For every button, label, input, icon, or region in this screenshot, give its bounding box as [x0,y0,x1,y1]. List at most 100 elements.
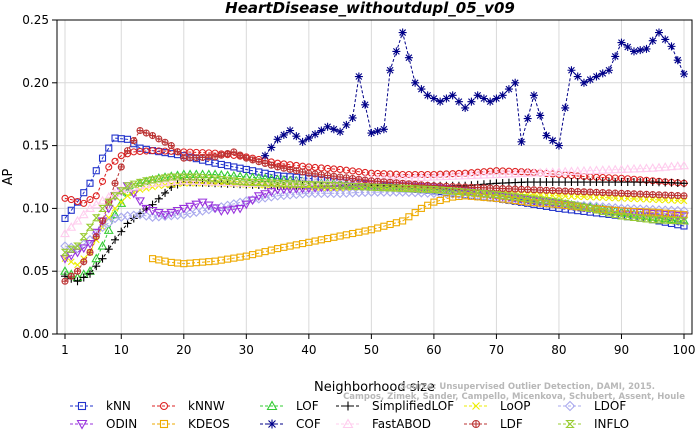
data-point [172,176,183,185]
data-point [174,148,181,155]
data-point [480,184,487,191]
data-point [473,189,482,197]
data-point [573,72,582,81]
data-point [629,213,639,221]
data-point [243,155,250,162]
data-point [362,177,369,184]
data-point [424,182,431,189]
data-point [604,164,614,174]
data-point [97,240,108,250]
data-point [654,210,664,220]
data-point [178,204,189,214]
data-point [287,166,294,173]
data-point [212,153,219,160]
data-point [479,190,489,198]
data-point [93,233,100,240]
data-point [317,181,326,189]
data-point [241,178,252,187]
data-point [674,192,681,199]
data-point [160,211,170,220]
data-point [629,47,638,56]
data-point [103,225,114,234]
data-point [660,216,670,224]
data-point [610,164,621,174]
data-point [561,192,569,200]
data-point [141,204,152,214]
data-point [104,198,114,206]
data-point [373,127,382,136]
data-point [97,222,108,233]
data-point [86,269,95,278]
data-point [498,91,507,100]
data-point [253,192,264,201]
data-point [92,262,101,271]
data-point [116,187,126,195]
chart-title: HeartDisease_withoutdupl_05_v09 [225,0,515,17]
data-point [111,157,119,165]
data-point [674,197,682,205]
data-point [549,192,557,199]
data-point [374,224,382,232]
data-point [411,78,420,87]
data-point [503,168,514,178]
data-point [673,56,682,65]
data-point [486,97,495,106]
data-point [424,201,432,209]
data-point [410,185,420,193]
data-point [423,91,432,100]
data-point [487,185,494,192]
data-point [187,154,194,161]
data-point [262,160,269,167]
data-point [554,198,564,206]
data-point [216,207,227,217]
data-point [91,228,102,238]
data-point [223,176,232,184]
y-tick-label: 0.10 [22,201,49,215]
data-point [367,183,376,191]
data-point [529,91,538,100]
data-point [392,184,401,192]
data-point [523,194,533,202]
y-tick-label: 0.15 [22,139,49,153]
data-point [491,169,502,179]
data-point [516,168,527,178]
data-point [454,188,464,196]
data-point [598,207,608,215]
data-point [193,154,200,161]
data-point [473,91,482,100]
data-point [592,206,601,214]
legend-item-ldof: LDOF [558,399,626,413]
legend-label: INFLO [594,417,629,431]
data-point [160,177,170,186]
y-tick-label: 0.00 [22,327,49,341]
x-tick-label: 100 [673,343,696,357]
data-point [635,163,646,173]
data-point [154,194,163,203]
legend-label: ODIN [106,417,137,431]
data-point [92,192,100,200]
data-point [435,186,445,194]
data-point [67,206,75,214]
data-point [292,180,301,188]
data-point [398,28,407,37]
data-point [511,78,520,87]
series-inflo [60,173,689,256]
legend-item-lof: LOF [260,399,319,413]
data-point [622,164,633,173]
data-point [205,154,212,161]
data-point [392,47,401,56]
data-point [398,184,407,192]
data-point [159,419,169,429]
legend-label: LoOP [500,399,531,413]
data-point [585,204,595,212]
legend-label: LDOF [594,399,626,413]
data-point [191,200,202,210]
data-point [292,132,301,141]
data-point [429,186,439,194]
data-point [478,169,489,179]
legend-label: kNN [106,399,131,413]
data-point [530,186,537,193]
data-point [574,188,581,195]
data-point [560,199,570,207]
data-point [561,103,570,112]
